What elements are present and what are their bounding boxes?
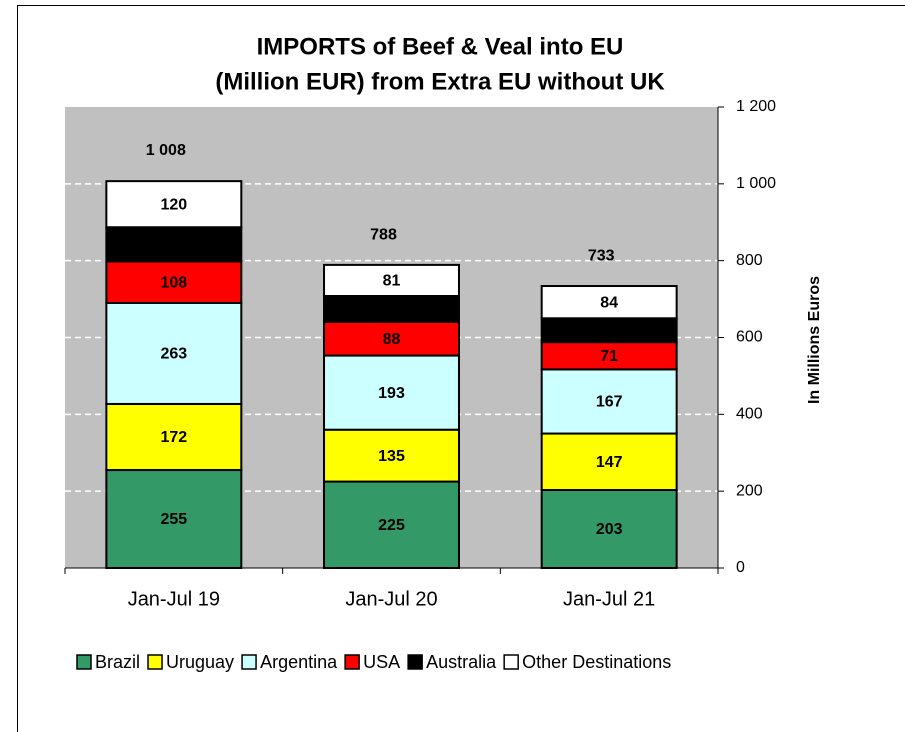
data-label: 172 <box>160 429 187 446</box>
data-label: 167 <box>596 394 623 411</box>
bar-segment <box>323 480 460 569</box>
data-label: 193 <box>378 385 405 402</box>
legend-swatch <box>344 654 360 670</box>
bar-segment <box>540 368 678 435</box>
bar-segment <box>105 301 243 405</box>
x-tick-label: Jan-Jul 19 <box>128 588 220 610</box>
legend-label: Argentina <box>260 652 338 672</box>
y-axis-label: In Millions Euros <box>806 276 823 404</box>
y-tick-label: 1 000 <box>736 175 776 192</box>
data-label: 147 <box>596 454 623 471</box>
bar-segment <box>540 341 678 371</box>
bar-segment <box>105 260 243 304</box>
x-tick-label: Jan-Jul 21 <box>563 588 655 610</box>
data-label: 62 <box>600 322 618 339</box>
data-label: 135 <box>378 448 405 465</box>
data-label: 67 <box>383 301 401 318</box>
y-tick-label: 400 <box>736 406 763 423</box>
y-tick-label: 0 <box>736 559 745 576</box>
legend-label: Australia <box>426 652 497 672</box>
legend-swatch <box>76 654 92 670</box>
data-label: 108 <box>160 274 187 291</box>
data-label: 89 <box>165 237 183 254</box>
chart-frame <box>17 5 905 732</box>
data-label: 71 <box>600 348 618 365</box>
bar-segment <box>323 428 460 483</box>
legend-label: USA <box>363 652 400 672</box>
bar-segment <box>105 402 243 472</box>
bar-segment <box>540 285 678 320</box>
chart-title: IMPORTS of Beef & Veal into EU <box>257 33 624 60</box>
legend-swatch <box>503 654 519 670</box>
total-label: 788 <box>370 226 397 243</box>
bar-segment <box>323 263 460 298</box>
y-tick-label: 800 <box>736 252 763 269</box>
chart-title: (Million EUR) from Extra EU without UK <box>215 68 665 95</box>
legend-label: Other Destinations <box>522 652 671 672</box>
total-label: 733 <box>588 248 615 265</box>
data-label: 84 <box>600 294 618 311</box>
bar-segment <box>540 489 678 569</box>
data-label: 81 <box>383 273 401 290</box>
bar-segment <box>105 469 243 570</box>
data-label: 88 <box>383 331 401 348</box>
bar-segment <box>323 354 460 431</box>
legend-swatch <box>241 654 257 670</box>
legend-swatch <box>407 654 423 670</box>
data-label: 263 <box>160 346 187 363</box>
y-tick-label: 200 <box>736 482 763 499</box>
total-label: 1 008 <box>146 142 186 159</box>
legend-label: Brazil <box>95 652 140 672</box>
data-label: 225 <box>378 517 405 534</box>
legend-label: Uruguay <box>166 652 234 672</box>
data-label: 203 <box>596 521 623 538</box>
data-label: 120 <box>160 196 187 213</box>
bar-segment <box>540 432 678 492</box>
data-label: 255 <box>160 511 187 528</box>
bar-segment <box>105 180 243 229</box>
legend-swatch <box>147 654 163 670</box>
x-tick-label: Jan-Jul 20 <box>345 588 437 610</box>
y-tick-label: 1 200 <box>736 98 776 115</box>
y-tick-label: 600 <box>736 329 763 346</box>
bar-segment <box>105 226 243 263</box>
